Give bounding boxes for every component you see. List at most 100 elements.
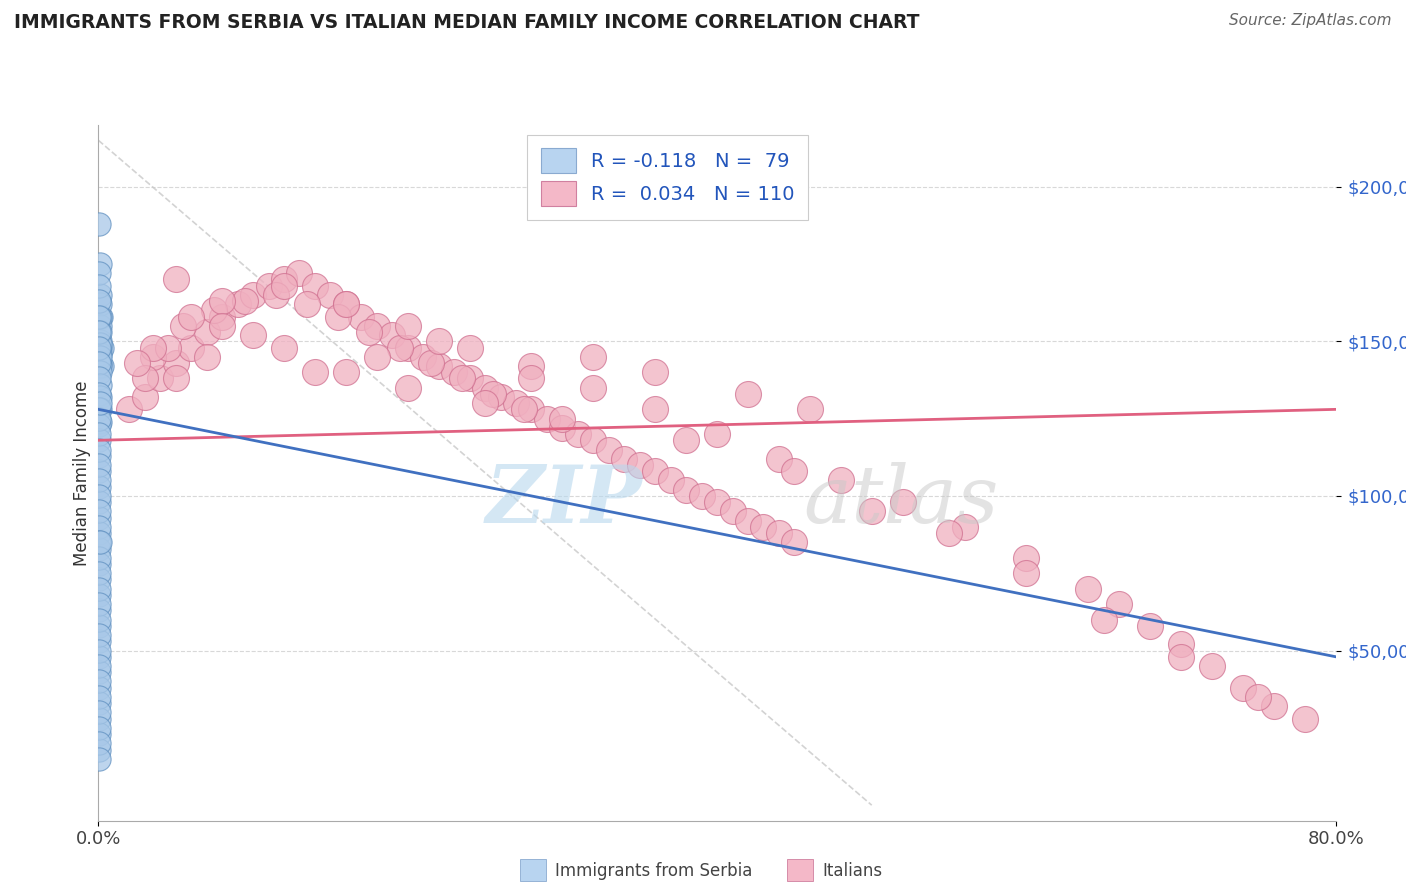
Point bbox=[89, 415, 111, 429]
Point bbox=[89, 217, 111, 231]
Point bbox=[1232, 681, 1254, 695]
Point bbox=[149, 371, 172, 385]
Point bbox=[520, 371, 543, 385]
Text: Immigrants from Serbia: Immigrants from Serbia bbox=[555, 862, 752, 880]
Point bbox=[89, 402, 111, 417]
Point bbox=[195, 325, 218, 339]
Point bbox=[89, 266, 111, 280]
Point bbox=[381, 328, 404, 343]
Point bbox=[582, 381, 605, 395]
Point bbox=[89, 359, 111, 373]
Point bbox=[1201, 659, 1223, 673]
Point bbox=[89, 582, 111, 596]
Point bbox=[242, 328, 264, 343]
Point bbox=[690, 489, 713, 503]
Point bbox=[89, 390, 111, 404]
Point bbox=[1263, 699, 1285, 714]
Point bbox=[481, 387, 505, 401]
Point bbox=[319, 288, 342, 302]
Point bbox=[89, 341, 111, 355]
Point bbox=[659, 474, 682, 488]
Point bbox=[89, 603, 111, 617]
Point bbox=[89, 278, 111, 293]
Point bbox=[226, 297, 249, 311]
Point bbox=[273, 341, 295, 355]
Point bbox=[89, 613, 111, 627]
Point bbox=[1170, 649, 1192, 664]
Point bbox=[89, 535, 111, 549]
Point bbox=[89, 588, 111, 602]
Point bbox=[89, 573, 111, 587]
Point bbox=[89, 356, 111, 370]
Point bbox=[89, 706, 111, 720]
Point bbox=[520, 402, 543, 417]
Point bbox=[89, 752, 111, 766]
Point bbox=[89, 628, 111, 642]
Point bbox=[89, 721, 111, 735]
Point bbox=[768, 526, 790, 541]
Point bbox=[706, 495, 728, 509]
Text: ZIP: ZIP bbox=[486, 462, 643, 540]
Point bbox=[89, 504, 111, 518]
Point bbox=[165, 272, 187, 286]
Point bbox=[89, 294, 111, 309]
Point bbox=[613, 451, 636, 466]
Point bbox=[1015, 550, 1038, 565]
Point bbox=[89, 377, 111, 392]
Point bbox=[326, 310, 350, 324]
Point bbox=[134, 390, 156, 404]
Point bbox=[118, 402, 141, 417]
Point bbox=[1108, 597, 1130, 611]
Point bbox=[366, 318, 388, 333]
Point bbox=[89, 690, 111, 704]
Point bbox=[89, 474, 111, 488]
Point bbox=[90, 310, 112, 324]
Point bbox=[783, 535, 806, 549]
Point bbox=[165, 356, 187, 370]
Point bbox=[89, 659, 111, 673]
Point bbox=[474, 396, 496, 410]
Point bbox=[297, 297, 319, 311]
Point bbox=[1015, 566, 1038, 581]
Point bbox=[257, 278, 280, 293]
Point bbox=[567, 427, 589, 442]
Point bbox=[89, 310, 111, 324]
Point bbox=[89, 411, 111, 425]
Point bbox=[420, 356, 443, 370]
Point bbox=[89, 347, 111, 361]
Point bbox=[89, 665, 111, 680]
Point bbox=[737, 387, 759, 401]
Point bbox=[89, 365, 111, 379]
Point bbox=[89, 449, 111, 463]
Point bbox=[288, 266, 311, 280]
Point bbox=[366, 350, 388, 364]
Text: Source: ZipAtlas.com: Source: ZipAtlas.com bbox=[1229, 13, 1392, 29]
Point bbox=[89, 371, 111, 385]
Point bbox=[89, 696, 111, 710]
Point bbox=[830, 474, 852, 488]
Point bbox=[89, 337, 111, 351]
Point bbox=[396, 381, 419, 395]
Point bbox=[598, 442, 620, 457]
Point bbox=[180, 341, 202, 355]
Point bbox=[89, 350, 111, 364]
Point bbox=[458, 371, 481, 385]
Point bbox=[89, 480, 111, 494]
Text: atlas: atlas bbox=[804, 462, 1000, 540]
Point bbox=[89, 257, 111, 271]
Point bbox=[89, 464, 111, 478]
Point bbox=[89, 541, 111, 556]
Point bbox=[359, 325, 381, 339]
Point bbox=[335, 297, 357, 311]
Point bbox=[582, 434, 605, 448]
Point bbox=[520, 359, 543, 373]
Point bbox=[89, 510, 111, 524]
Point bbox=[211, 318, 233, 333]
Point bbox=[89, 674, 111, 689]
Legend: R = -0.118   N =  79, R =  0.034   N = 110: R = -0.118 N = 79, R = 0.034 N = 110 bbox=[527, 135, 808, 219]
Point bbox=[644, 464, 666, 478]
Y-axis label: Median Family Income: Median Family Income bbox=[73, 380, 91, 566]
Point bbox=[1139, 619, 1161, 633]
Point bbox=[89, 334, 111, 349]
Point bbox=[335, 297, 357, 311]
